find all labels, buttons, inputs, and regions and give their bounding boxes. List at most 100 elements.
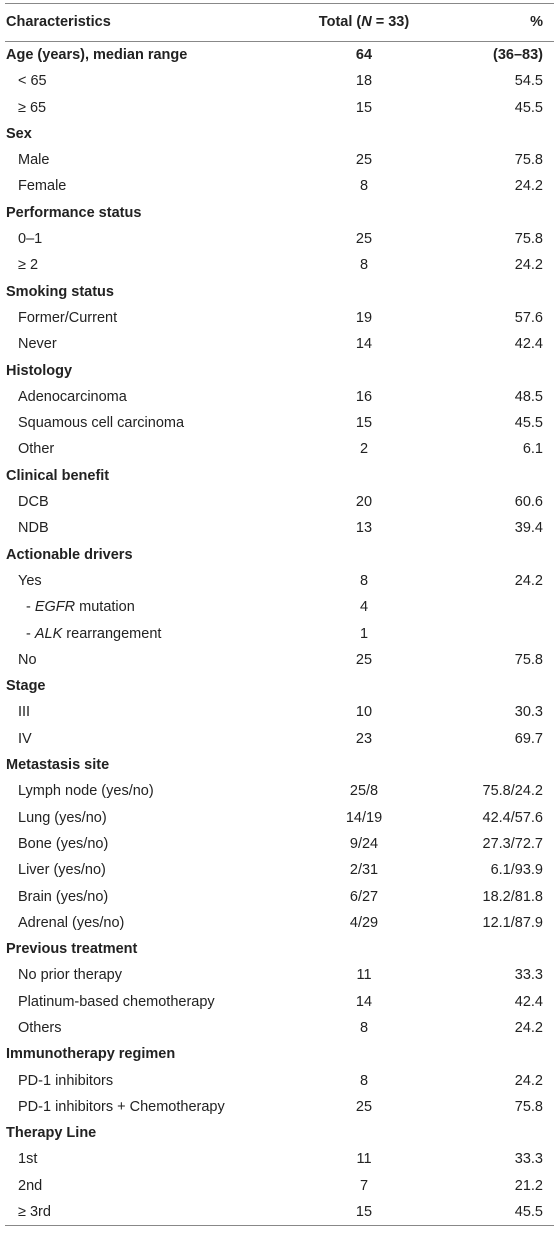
row-percent: 42.4: [514, 336, 543, 353]
row-percent: 42.4: [514, 993, 543, 1010]
row-percent: 54.5: [514, 73, 543, 90]
section-header-row: Histology: [0, 358, 559, 384]
row-percent: 30.3: [514, 704, 543, 721]
row-percent: 27.3/72.7: [482, 835, 543, 852]
row-label: Platinum-based chemotherapy: [18, 993, 215, 1010]
row-total: 14/19: [345, 809, 383, 826]
row-label: ≥ 65: [18, 99, 47, 116]
row-total: 4/29: [349, 914, 379, 931]
header-total-n: N: [361, 14, 372, 30]
row-total: 15: [355, 415, 373, 432]
row-label: Lymph node (yes/no): [18, 783, 154, 800]
row-label: Immunotherapy regimen: [6, 1046, 176, 1063]
row-percent: 24.2: [514, 257, 543, 274]
table-row: Yes 8 24.2: [0, 568, 559, 594]
row-label: Previous treatment: [6, 941, 138, 958]
table-row: Others 8 24.2: [0, 1015, 559, 1041]
row-label: Metastasis site: [6, 757, 110, 774]
row-total: 11: [356, 1151, 372, 1168]
row-total: 1: [359, 625, 369, 642]
table-row: III 10 30.3: [0, 699, 559, 725]
row-label: Actionable drivers: [6, 546, 133, 563]
row-total: 25: [355, 651, 373, 668]
row-label: Never: [18, 336, 57, 353]
row-label: Adenocarcinoma: [18, 388, 127, 405]
row-percent: 24.2: [514, 1019, 543, 1036]
row-total: 20: [355, 494, 373, 511]
table-row: Brain (yes/no) 6/27 18.2/81.8: [0, 884, 559, 910]
row-label: No: [18, 651, 37, 668]
row-percent: 69.7: [514, 730, 543, 747]
row-label: PD-1 inhibitors: [18, 1072, 114, 1089]
row-percent: 60.6: [514, 494, 543, 511]
row-percent: (36–83): [493, 47, 543, 63]
section-header-row: Previous treatment: [0, 936, 559, 962]
row-label: 2nd: [18, 1177, 43, 1194]
row-percent: 24.2: [514, 572, 543, 589]
row-percent: 75.8: [514, 651, 543, 668]
table-row: Other 2 6.1: [0, 436, 559, 462]
row-total: 9/24: [349, 835, 379, 852]
row-total: 2/31: [349, 862, 379, 879]
row-total: 7: [359, 1177, 369, 1194]
row-total: 14: [355, 993, 373, 1010]
table-header-row: Characteristics Total (N = 33) %: [0, 4, 559, 41]
row-label: - ALK rearrangement: [26, 621, 161, 647]
row-total: 8: [359, 257, 369, 274]
row-label: Other: [18, 441, 55, 458]
table-row: 1st 11 33.3: [0, 1146, 559, 1172]
table-row: ≥ 65 15 45.5: [0, 95, 559, 121]
row-total: 8: [359, 572, 369, 589]
table-header-rule: [5, 41, 554, 42]
row-label: 1st: [18, 1151, 38, 1168]
row-label-rest: mutation: [75, 599, 135, 616]
row-total: 13: [355, 520, 373, 537]
section-header-row: Actionable drivers: [0, 542, 559, 568]
row-label: - EGFR mutation: [26, 594, 135, 620]
row-percent: 75.8/24.2: [482, 783, 543, 800]
table-top-rule: [5, 3, 554, 4]
row-label: Bone (yes/no): [18, 835, 109, 852]
table-row: - ALK rearrangement 1: [0, 621, 559, 647]
table-row: Lung (yes/no) 14/19 42.4/57.6: [0, 805, 559, 831]
row-label: IV: [18, 730, 32, 747]
row-percent: 39.4: [514, 520, 543, 537]
row-total: 25: [355, 152, 373, 169]
section-header-row: Stage: [0, 673, 559, 699]
row-percent: 33.3: [514, 1151, 543, 1168]
row-percent: 45.5: [514, 415, 543, 432]
row-total: 10: [355, 704, 373, 721]
table-row: 2nd 7 21.2: [0, 1173, 559, 1199]
row-total: 23: [355, 730, 373, 747]
row-percent: 18.2/81.8: [482, 888, 543, 905]
table-row: Adrenal (yes/no) 4/29 12.1/87.9: [0, 910, 559, 936]
row-percent: 75.8: [514, 231, 543, 248]
row-total: 25: [355, 231, 373, 248]
row-label-prefix: -: [26, 625, 35, 642]
table-row: Squamous cell carcinoma 15 45.5: [0, 410, 559, 436]
row-label: Lung (yes/no): [18, 809, 107, 826]
row-total: 25: [355, 1098, 373, 1115]
row-total: 16: [355, 388, 373, 405]
row-label-gene: EGFR: [34, 599, 76, 616]
row-label-prefix: -: [26, 599, 35, 616]
table-row: Liver (yes/no) 2/31 6.1/93.9: [0, 857, 559, 883]
row-percent: 75.8: [514, 1098, 543, 1115]
table-row: No 25 75.8: [0, 647, 559, 673]
table-row: Adenocarcinoma 16 48.5: [0, 384, 559, 410]
row-total: 19: [355, 309, 373, 326]
row-percent: 6.1/93.9: [490, 862, 543, 879]
row-total: 18: [355, 73, 373, 90]
row-label: ≥ 3rd: [18, 1204, 51, 1221]
table-row: 0–1 25 75.8: [0, 226, 559, 252]
table-row: PD-1 inhibitors 8 24.2: [0, 1068, 559, 1094]
row-percent: 24.2: [514, 178, 543, 195]
row-label: Brain (yes/no): [18, 888, 109, 905]
row-percent: 12.1/87.9: [482, 914, 543, 931]
row-percent: 21.2: [514, 1177, 543, 1194]
table-body: Age (years), median range 64 (36–83) < 65 18…: [0, 42, 559, 1225]
row-label: Male: [18, 152, 50, 169]
table-row: Bone (yes/no) 9/24 27.3/72.7: [0, 831, 559, 857]
table-row: Platinum-based chemotherapy 14 42.4: [0, 989, 559, 1015]
row-total: 8: [359, 1072, 369, 1089]
